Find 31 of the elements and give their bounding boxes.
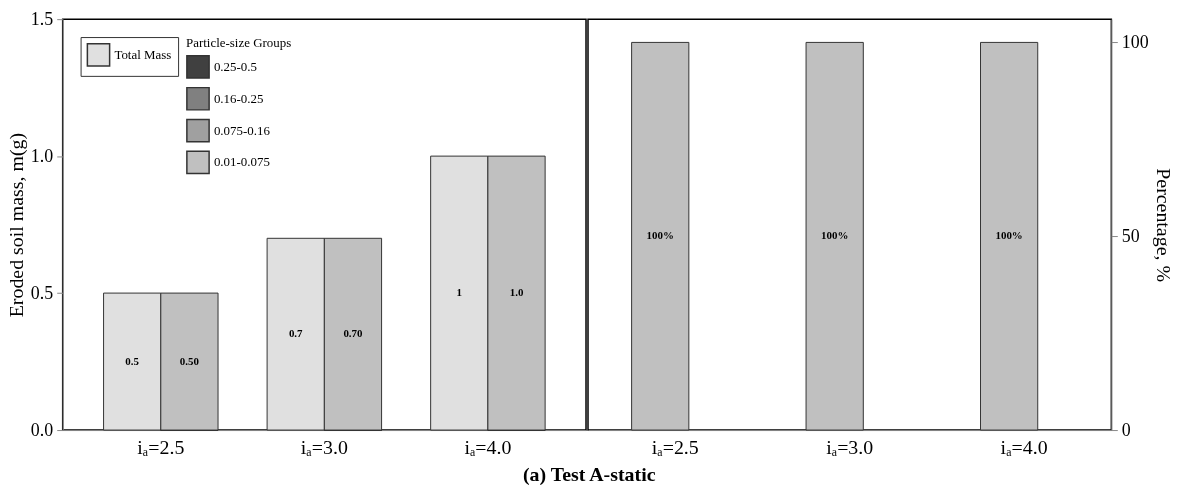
data-label: 0.7 bbox=[288, 327, 304, 340]
y-tick-label: 100 bbox=[1121, 31, 1149, 52]
y-tick-label: 0.0 bbox=[30, 419, 54, 440]
data-label: 100% bbox=[995, 229, 1023, 242]
legend-label: 0.075-0.16 bbox=[213, 122, 271, 138]
legend-label: Total Mass bbox=[114, 46, 172, 62]
legend-label: 0.25-0.5 bbox=[213, 58, 257, 74]
text: (a) Test A-static bbox=[523, 462, 656, 486]
y-axis-title: Percentage, % bbox=[1152, 168, 1175, 282]
x-tick-label: iₐ=4.0 bbox=[464, 436, 512, 459]
data-label: 0.70 bbox=[343, 327, 364, 340]
y-axis-title: Eroded soil mass, m(g) bbox=[4, 132, 28, 318]
x-tick-label: iₐ=2.5 bbox=[137, 436, 185, 459]
y-tick-label: 1.0 bbox=[30, 145, 54, 166]
data-label: 100% bbox=[821, 229, 849, 242]
y-tick-label: 0 bbox=[1121, 419, 1131, 440]
legend-title: Particle-size Groups bbox=[186, 35, 292, 51]
legend-label: 0.16-0.25 bbox=[213, 90, 264, 106]
data-label: 0.50 bbox=[179, 354, 200, 367]
data-label: 0.5 bbox=[125, 354, 140, 367]
y-tick-label: 1.5 bbox=[30, 8, 54, 29]
x-tick-label: iₐ=2.5 bbox=[651, 436, 699, 459]
x-tick-label: iₐ=3.0 bbox=[300, 436, 348, 459]
y-tick-label: 50 bbox=[1121, 225, 1140, 246]
data-label: 1.0 bbox=[509, 286, 524, 299]
legend-label: 0.01-0.075 bbox=[213, 154, 270, 170]
x-tick-label: iₐ=4.0 bbox=[1000, 436, 1048, 459]
x-tick-label: iₐ=3.0 bbox=[826, 436, 874, 459]
data-label: 1 bbox=[456, 286, 462, 299]
y-tick-label: 0.5 bbox=[30, 282, 54, 303]
data-label: 100% bbox=[646, 229, 674, 242]
